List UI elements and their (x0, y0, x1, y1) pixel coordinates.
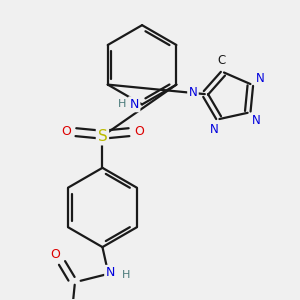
Text: N: N (252, 114, 261, 127)
Text: O: O (50, 248, 60, 261)
Text: O: O (134, 125, 144, 138)
Text: N: N (256, 71, 265, 85)
Text: H: H (122, 270, 130, 280)
Text: O: O (61, 125, 71, 138)
Text: N: N (210, 123, 219, 136)
Text: N: N (106, 266, 115, 279)
Text: C: C (217, 54, 226, 68)
Text: H: H (118, 99, 127, 109)
Text: S: S (98, 129, 107, 144)
Text: N: N (130, 98, 139, 111)
Text: N: N (189, 86, 197, 99)
